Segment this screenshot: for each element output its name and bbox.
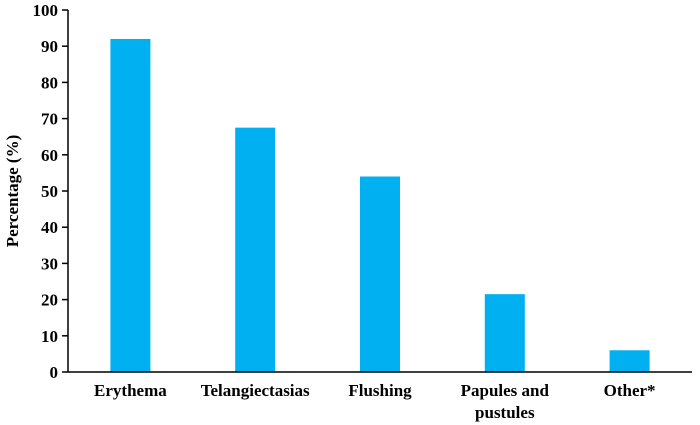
- x-category-label: Papules and pustules: [461, 381, 550, 422]
- x-category-label: Flushing: [348, 381, 412, 400]
- y-axis: 0 10 20 30 40 50 60 70 80 90 100: [33, 1, 69, 382]
- bar: [360, 176, 400, 372]
- y-tick-label: 50: [41, 182, 58, 201]
- y-tick-label: 60: [41, 146, 58, 165]
- x-category-label: Erythema: [94, 381, 167, 400]
- bar: [235, 127, 276, 373]
- y-tick-label: 70: [41, 110, 58, 129]
- bars: [110, 38, 650, 373]
- y-tick-label: 90: [41, 37, 58, 56]
- y-tick-label: 100: [33, 1, 59, 20]
- bar: [609, 350, 650, 372]
- bar: [484, 294, 525, 372]
- bar: [110, 38, 151, 373]
- y-tick-label: 40: [41, 218, 58, 237]
- y-tick-label: 20: [41, 291, 58, 310]
- x-category-label: Telangiectasias: [201, 381, 310, 400]
- x-axis: Erythema Telangiectasias Flushing Papules a…: [68, 371, 692, 422]
- y-tick-label: 10: [41, 327, 58, 346]
- y-tick-label: 0: [50, 363, 59, 382]
- y-tick-label: 80: [41, 73, 58, 92]
- y-tick-label: 30: [41, 254, 58, 273]
- x-category-label: Other*: [604, 381, 656, 400]
- y-axis-title: Percentage (%): [3, 135, 22, 248]
